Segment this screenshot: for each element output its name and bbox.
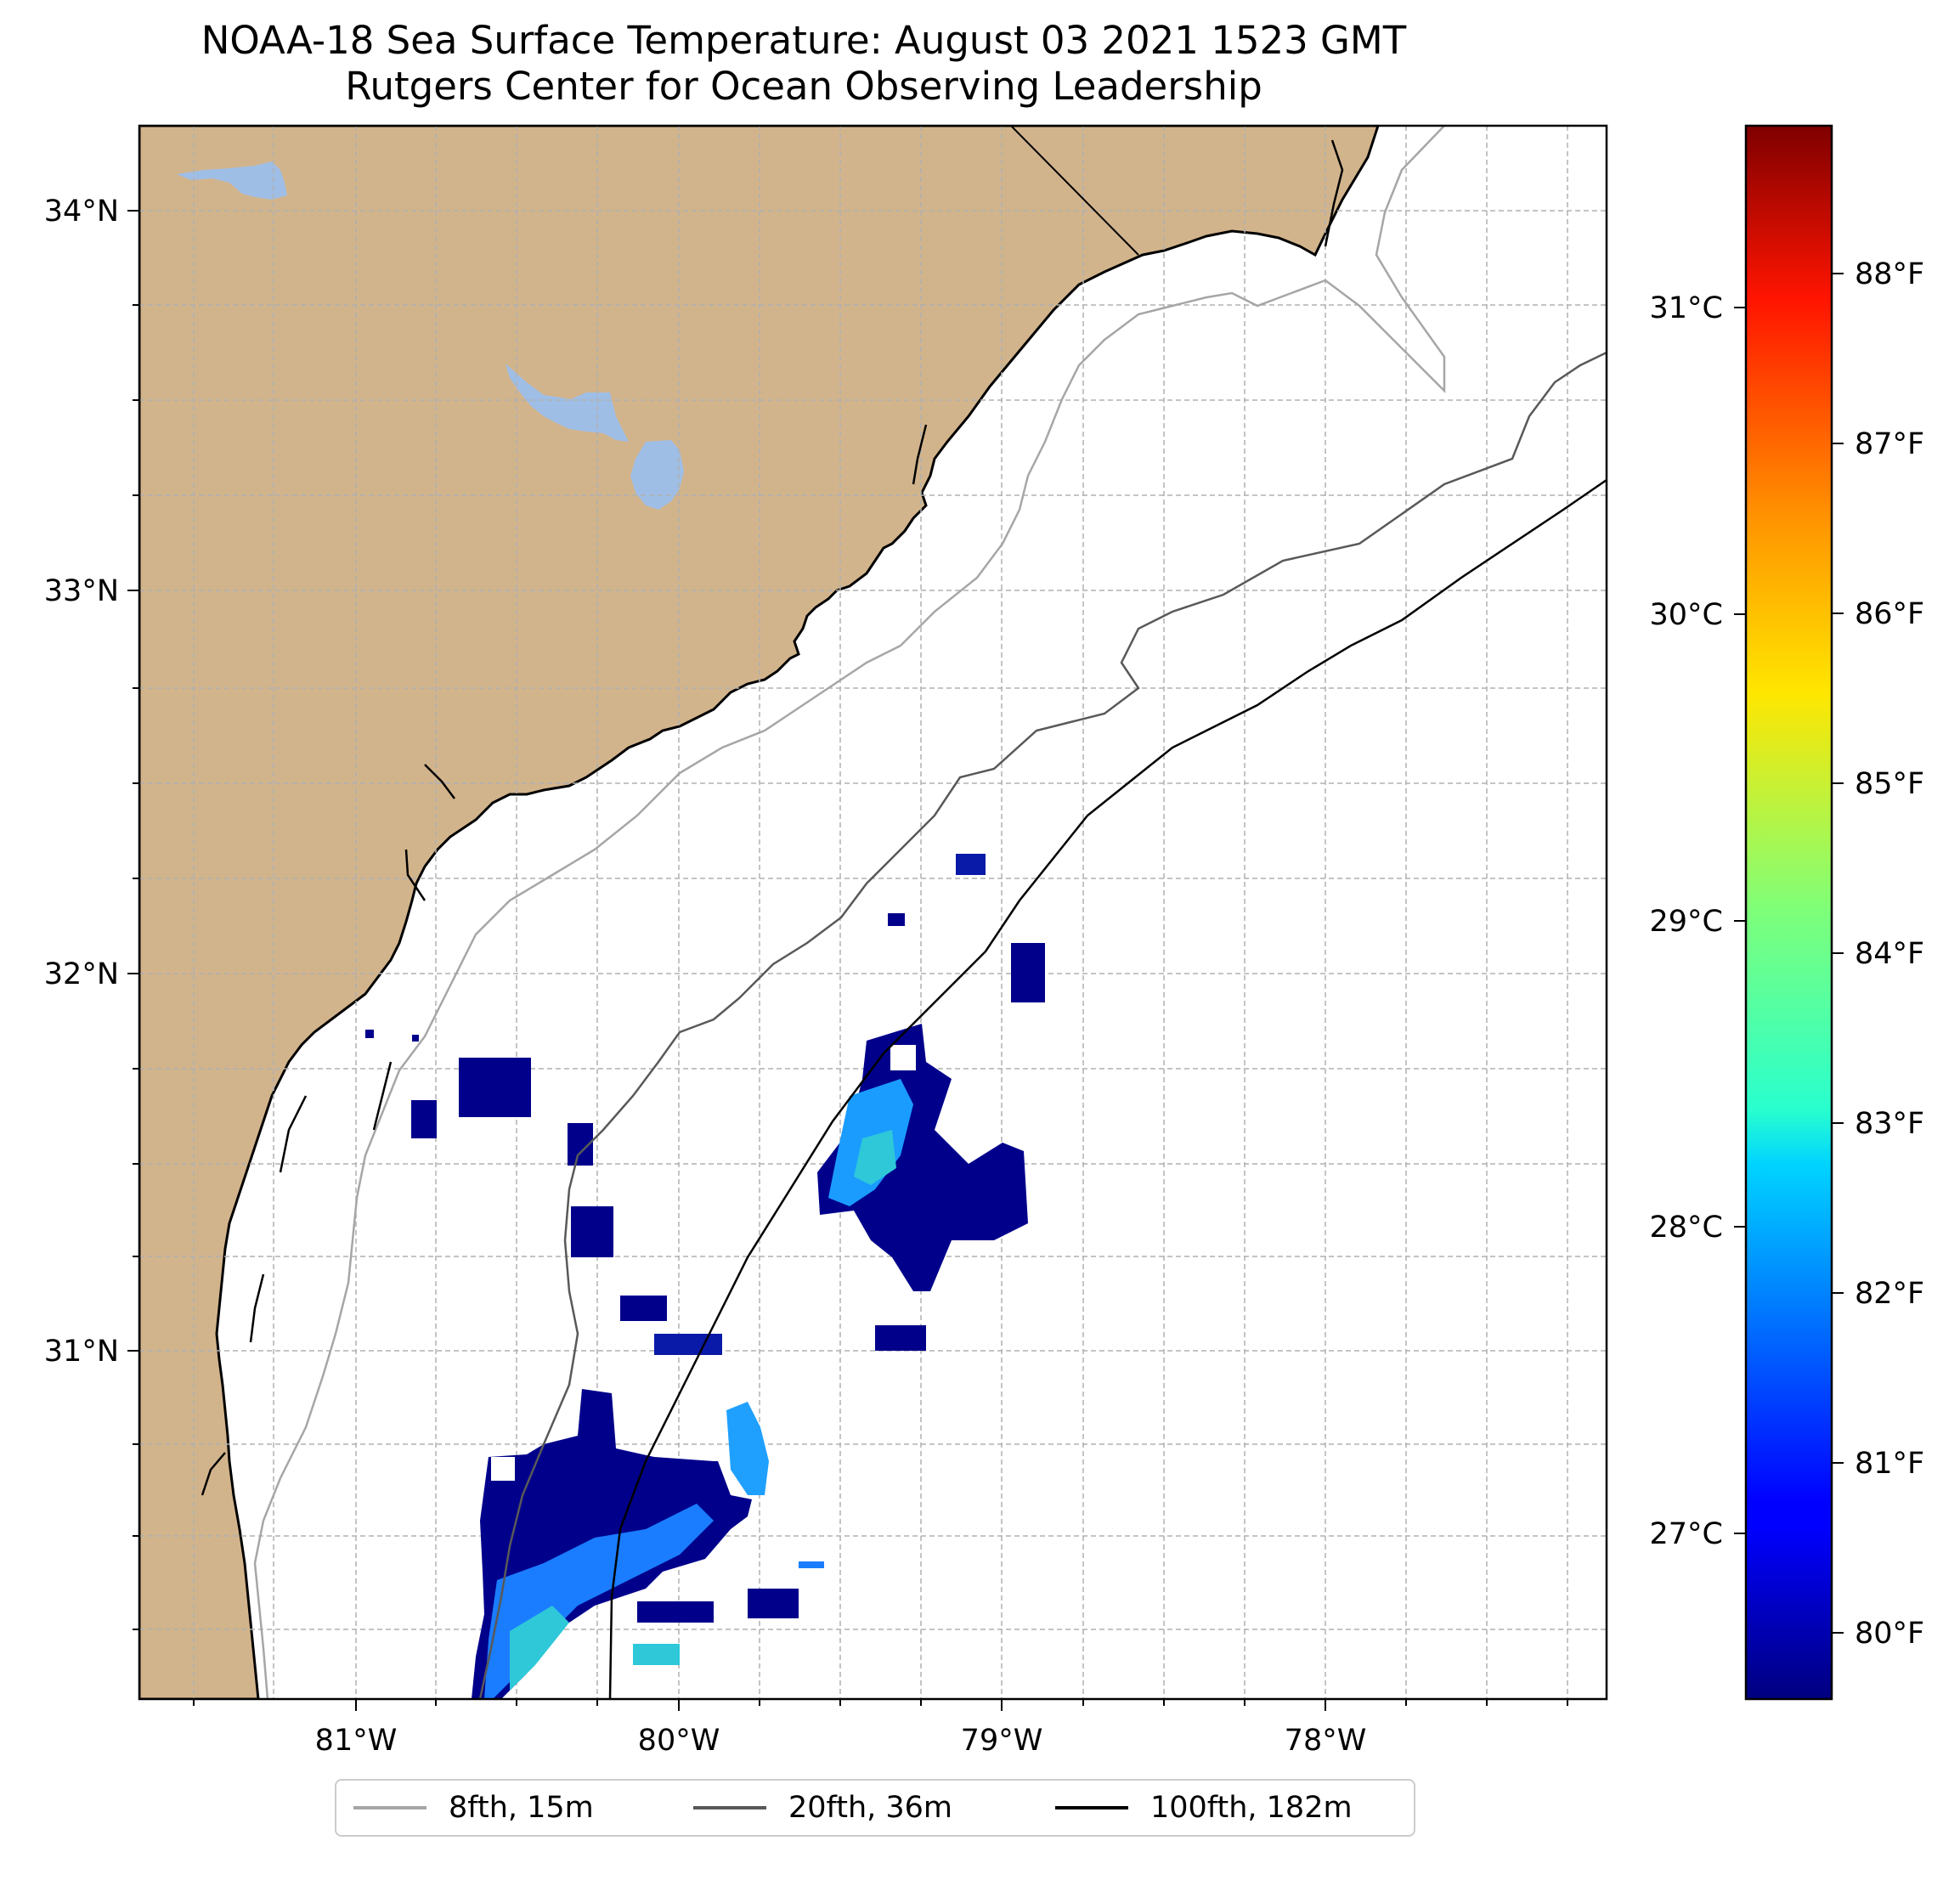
legend-item-100fth: 100fth, 182m <box>1055 1781 1353 1835</box>
colorbar-tick-c-27: 27°C <box>1650 1517 1723 1551</box>
chart-title: NOAA-18 Sea Surface Temperature: August … <box>201 18 1407 63</box>
colorbar-tick-f-83: 83°F <box>1855 1107 1924 1141</box>
colorbar-tick-c-31: 31°C <box>1650 291 1723 325</box>
lon-tick-80w: 80°W <box>638 1724 720 1758</box>
coastline-islands <box>201 139 1344 1496</box>
lat-tick-32n: 32°N <box>44 957 119 991</box>
colorbar-tick-f-80: 80°F <box>1855 1617 1924 1651</box>
lat-tick-34n: 34°N <box>44 195 119 229</box>
legend-label-8fth: 8fth, 15m <box>449 1791 594 1825</box>
state-boundary <box>1010 126 1139 256</box>
legend-item-8fth: 8fth, 15m <box>353 1781 594 1835</box>
colorbar-tick-f-82: 82°F <box>1855 1277 1924 1311</box>
sst-patch-south-warm <box>484 1504 714 1699</box>
lon-tick-81w: 81°W <box>315 1724 398 1758</box>
map-area <box>139 126 1607 1699</box>
isobath-20fth <box>478 351 1607 1699</box>
lat-tick-33n: 33°N <box>44 574 119 608</box>
sst-data <box>365 854 1045 1699</box>
land <box>139 126 1380 1699</box>
lon-tick-78w: 78°W <box>1285 1724 1367 1758</box>
lon-tick-79w: 79°W <box>961 1724 1043 1758</box>
isobath-8fth <box>253 126 1446 1699</box>
sst-patch-southeast <box>726 1402 769 1495</box>
colorbar-tick-f-81: 81°F <box>1855 1447 1924 1481</box>
sst-patch-central-warm2 <box>854 1130 896 1185</box>
lat-tick-31n: 31°N <box>44 1335 119 1369</box>
colorbar-tick-c-30: 30°C <box>1650 598 1723 632</box>
colorbar-tick-f-84: 84°F <box>1855 937 1924 971</box>
lake-marion <box>506 364 629 442</box>
legend-label-100fth: 100fth, 182m <box>1150 1791 1353 1825</box>
colorbar-tick-c-28: 28°C <box>1650 1211 1723 1245</box>
legend-swatch-100fth <box>1055 1806 1128 1809</box>
legend-swatch-8fth <box>353 1806 426 1809</box>
sst-patch-south-warm2 <box>510 1606 569 1691</box>
colorbar-gradient <box>1744 124 1833 1701</box>
colorbar-tick-c-29: 29°C <box>1650 905 1723 939</box>
colorbar-tick-f-86: 86°F <box>1855 597 1924 631</box>
lake-moultrie <box>630 440 684 510</box>
colorbar-tick-f-87: 87°F <box>1855 427 1924 461</box>
colorbar-tick-f-85: 85°F <box>1855 767 1924 801</box>
chart-subtitle: Rutgers Center for Ocean Observing Leade… <box>345 64 1262 109</box>
isobath-100fth <box>608 478 1607 1699</box>
isobath-legend: 8fth, 15m 20fth, 36m 100fth, 182m <box>335 1779 1415 1837</box>
legend-swatch-20fth <box>693 1806 766 1809</box>
legend-item-20fth: 20fth, 36m <box>693 1781 952 1835</box>
legend-label-20fth: 20fth, 36m <box>788 1791 953 1825</box>
colorbar-tick-f-88: 88°F <box>1855 257 1924 291</box>
map-frame <box>138 124 1608 1701</box>
lake-north <box>177 161 287 200</box>
colorbar: 31°C 30°C 29°C 28°C 27°C 88°F 87°F 86°F … <box>1650 124 1924 1701</box>
